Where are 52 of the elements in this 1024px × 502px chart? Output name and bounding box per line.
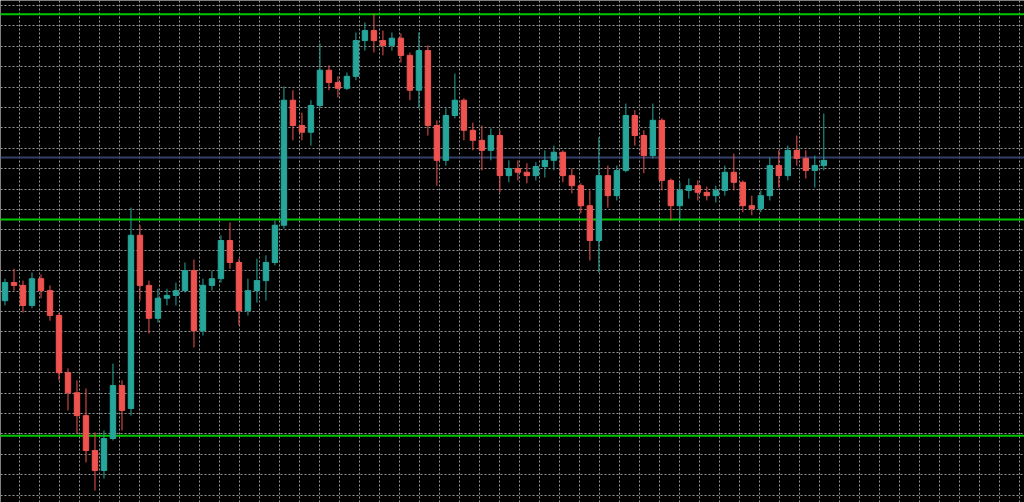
candlestick [541, 149, 549, 179]
candlestick [820, 113, 828, 171]
candlestick [748, 195, 756, 216]
candlestick [640, 129, 648, 174]
candlestick [73, 379, 81, 435]
candlestick [172, 282, 180, 306]
candlestick [208, 270, 216, 292]
candlestick [325, 64, 333, 91]
candlestick [181, 261, 189, 294]
candlestick [694, 179, 702, 201]
candlestick [604, 165, 612, 209]
candlestick [559, 149, 567, 183]
candlestick [685, 177, 693, 200]
candlestick [793, 135, 801, 167]
candlestick [244, 278, 252, 316]
candlestick [802, 149, 810, 179]
candlestick [262, 254, 270, 302]
candlestick [568, 167, 576, 194]
candlestick [811, 155, 819, 189]
candlestick [379, 30, 387, 56]
candlestick [532, 161, 540, 181]
candlestick [298, 112, 306, 141]
candlestick [514, 159, 522, 181]
candlestick [397, 32, 405, 64]
candlestick [10, 268, 18, 292]
candlestick [37, 273, 45, 299]
candlestick [631, 109, 639, 147]
candlestick [334, 75, 342, 98]
candlestick [577, 182, 585, 214]
candlestick [478, 125, 486, 171]
candlestick [451, 73, 459, 119]
candlestick [505, 159, 513, 183]
candlestick [154, 288, 162, 324]
candlestick [487, 127, 495, 161]
candlestick [676, 181, 684, 221]
candlestick [739, 179, 747, 213]
candlestick [775, 149, 783, 189]
candlestick [163, 288, 171, 306]
candlestick [370, 12, 378, 54]
candlestick [730, 153, 738, 191]
candlestick [550, 145, 558, 171]
candlestick [1, 278, 9, 306]
candlestick [469, 122, 477, 151]
candlestick [226, 221, 234, 270]
candlestick [19, 280, 27, 314]
candlestick [91, 431, 99, 492]
candlestick [721, 165, 729, 197]
candlestick [361, 21, 369, 52]
candlestick [64, 367, 72, 411]
candlestick [388, 31, 396, 52]
candlestick [757, 189, 765, 213]
candlestick [253, 258, 261, 304]
